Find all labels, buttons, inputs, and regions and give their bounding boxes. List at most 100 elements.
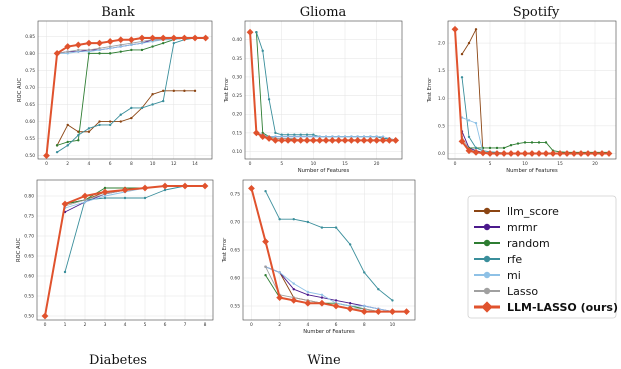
y-tick-label: 0.75	[24, 214, 34, 220]
data-point-llm-score	[87, 130, 91, 133]
data-point-mrmr	[334, 299, 338, 302]
data-point-llm-lasso-ours	[598, 150, 606, 157]
data-point-random	[98, 52, 101, 55]
data-point-llm-score	[193, 89, 197, 93]
data-point-llm-lasso-ours	[246, 28, 254, 36]
x-tick-label: 0	[45, 161, 48, 167]
data-point-mrmr	[348, 302, 352, 305]
data-point-mi	[350, 135, 353, 138]
data-point-mi	[343, 135, 347, 138]
data-point-llm-lasso-ours	[354, 136, 362, 144]
data-point-llm-lasso-ours	[181, 34, 188, 42]
data-point-lasso	[140, 40, 144, 43]
data-point-mi	[306, 290, 310, 294]
data-point-llm-lasso-ours	[304, 299, 312, 307]
data-point-mi	[130, 43, 133, 47]
data-point-lasso	[98, 47, 101, 50]
y-tick-label: 0.0	[438, 151, 445, 157]
data-point-lasso	[130, 41, 133, 45]
data-point-rfe	[274, 131, 277, 135]
legend-label: llm_score	[507, 205, 559, 218]
x-tick-label: 20	[374, 161, 380, 167]
legend-label: mi	[507, 269, 521, 282]
data-point-llm-lasso-ours	[335, 136, 343, 144]
legend-label: rfe	[507, 253, 522, 266]
data-point-llm-lasso-ours	[521, 150, 529, 157]
data-point-rfe	[363, 271, 366, 274]
data-point-random	[140, 48, 144, 52]
y-tick-label: 0.15	[232, 130, 242, 136]
x-tick-label: 8	[204, 322, 207, 328]
y-tick-label: 2.0	[438, 41, 445, 47]
data-point-rfe	[312, 133, 315, 136]
data-point-random	[77, 139, 80, 142]
plot-frame	[244, 20, 403, 160]
data-point-llm-lasso-ours	[346, 305, 354, 313]
data-point-rfe	[87, 127, 91, 130]
chart-spotify: 0.0 0.5 1.0 1.5 2.0 0 5 10 15 20 Test Error Number …	[427, 20, 617, 174]
data-point-random	[130, 48, 133, 52]
x-tick-label: 5	[144, 322, 147, 328]
data-point-rfe	[151, 103, 154, 106]
data-point-llm-lasso-ours	[584, 150, 592, 157]
data-point-mi	[363, 304, 366, 308]
data-point-lasso	[264, 265, 267, 268]
y-tick-label: 0.25	[232, 93, 242, 99]
data-point-mi	[381, 135, 385, 138]
data-point-mi	[87, 50, 91, 53]
data-point-rfe	[261, 49, 264, 53]
x-tick-label: 10	[522, 161, 528, 167]
data-point-llm-lasso-ours	[181, 182, 189, 190]
data-point-rfe	[163, 188, 167, 192]
x-tick-label: 4	[124, 322, 127, 328]
data-point-random	[119, 50, 122, 53]
data-point-mrmr	[306, 293, 310, 296]
data-point-rfe	[119, 113, 122, 116]
data-point-mi	[375, 135, 378, 138]
data-point-llm-lasso-ours	[278, 136, 286, 144]
data-point-mrmr	[320, 296, 324, 299]
data-point-mi	[66, 52, 69, 55]
data-point-mi	[151, 40, 154, 43]
legend-entry: mi	[474, 269, 521, 282]
legend-marker	[483, 255, 491, 263]
data-point-mi	[474, 121, 478, 125]
data-point-llm-lasso-ours	[549, 150, 557, 157]
data-point-rfe	[255, 30, 258, 34]
data-point-rfe	[278, 218, 281, 221]
data-point-rfe	[172, 41, 176, 45]
x-tick-label: 1	[64, 322, 67, 328]
data-point-random	[55, 144, 59, 147]
y-tick-label: 0.10	[232, 149, 242, 155]
plot-area	[38, 21, 212, 159]
legend-marker	[483, 207, 491, 215]
x-tick-label: 0	[249, 161, 252, 167]
y-tick-label: 0.20	[232, 112, 242, 118]
y-tick-label: 0.60	[25, 119, 35, 125]
data-point-llm-score	[130, 116, 133, 120]
legend-marker	[481, 301, 493, 313]
data-point-rfe	[391, 299, 394, 302]
data-point-random	[161, 41, 165, 45]
data-point-mi	[331, 135, 334, 138]
x-tick-label: 6	[109, 161, 112, 167]
data-point-llm-score	[467, 41, 471, 45]
x-tick-label: 3	[104, 322, 107, 328]
y-tick-label: 0.65	[25, 102, 35, 108]
data-point-llm-lasso-ours	[297, 136, 305, 144]
data-point-llm-lasso-ours	[374, 308, 382, 315]
y-axis-label: Test Error	[427, 77, 433, 103]
data-point-lasso	[83, 198, 87, 202]
data-point-llm-lasso-ours	[101, 188, 109, 196]
plot-area	[448, 21, 616, 159]
x-axis-label: Number of Features	[298, 168, 350, 174]
y-tick-label: 0.85	[25, 34, 35, 40]
y-tick-label: 0.75	[230, 192, 240, 198]
data-point-mi	[103, 194, 107, 198]
x-tick-label: 14	[192, 161, 198, 167]
data-point-llm-lasso-ours	[74, 41, 82, 49]
y-tick-label: 1.5	[438, 68, 445, 74]
legend-entry: llm_score	[474, 205, 559, 218]
data-point-mi	[140, 41, 144, 45]
